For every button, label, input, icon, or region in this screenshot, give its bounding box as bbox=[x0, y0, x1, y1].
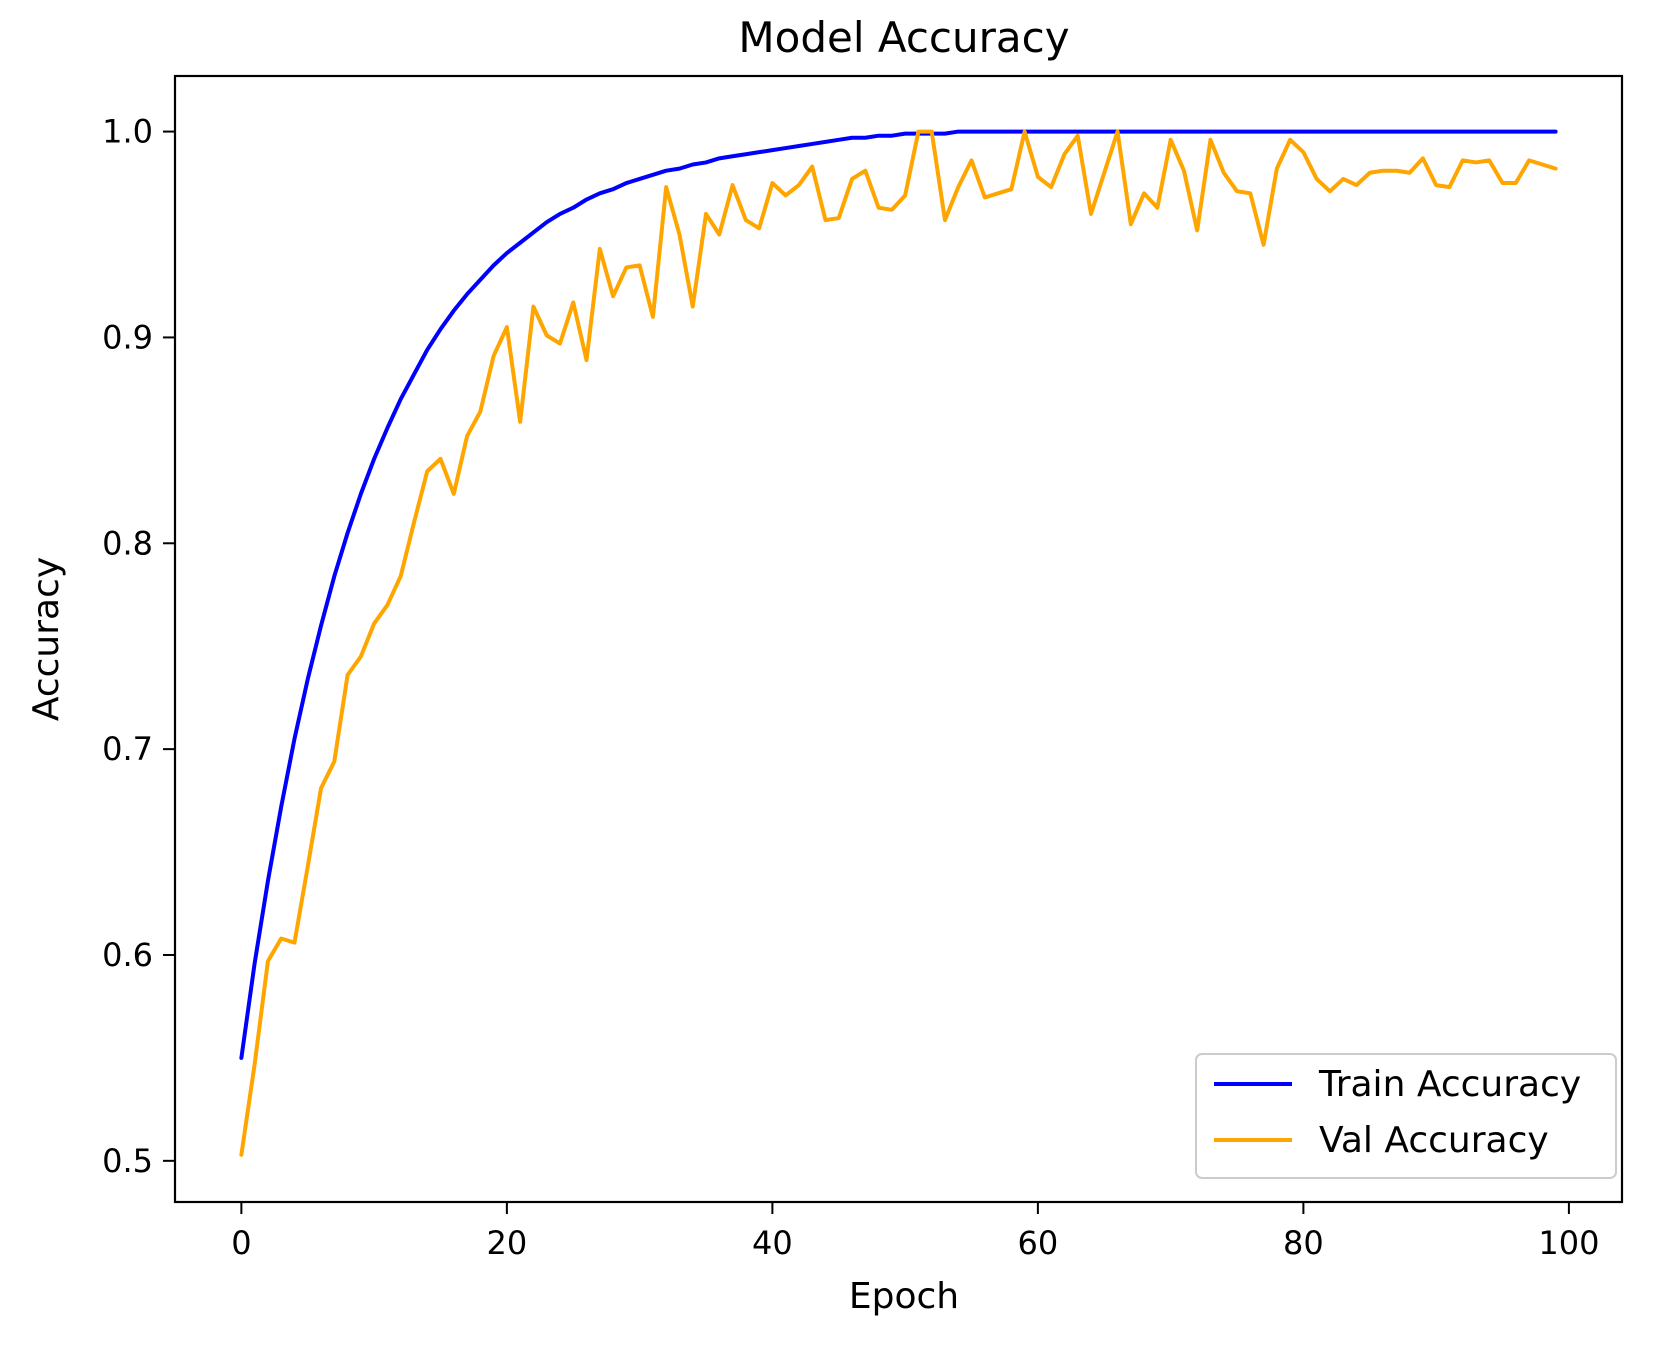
y-tick-label: 0.9 bbox=[102, 318, 153, 356]
y-tick-label: 0.6 bbox=[102, 936, 153, 974]
val-accuracy-line bbox=[239, 129, 1558, 1157]
plot-area bbox=[173, 74, 1624, 1204]
y-tick-label: 0.5 bbox=[102, 1142, 153, 1180]
y-axis-ticks: 0.5 0.6 0.7 0.8 0.9 1.0 bbox=[102, 113, 175, 1180]
train-accuracy-line bbox=[239, 129, 1558, 1060]
x-tick-label: 40 bbox=[752, 1224, 793, 1262]
y-tick-label: 0.7 bbox=[102, 730, 153, 768]
chart-title: Model Accuracy bbox=[738, 13, 1069, 62]
legend-frame bbox=[1195, 1053, 1617, 1179]
x-tick-label: 60 bbox=[1018, 1224, 1059, 1262]
y-tick-label: 0.8 bbox=[102, 524, 153, 562]
x-tick-label: 20 bbox=[487, 1224, 528, 1262]
legend: Train Accuracy Val Accuracy bbox=[1195, 1053, 1617, 1179]
x-tick-label: 100 bbox=[1538, 1224, 1599, 1262]
x-axis-ticks: 0 20 40 60 80 100 bbox=[231, 1202, 1599, 1262]
y-tick-label: 1.0 bbox=[102, 113, 153, 151]
legend-label-train: Train Accuracy bbox=[1318, 1064, 1581, 1105]
x-tick-label: 80 bbox=[1283, 1224, 1324, 1262]
x-tick-label: 0 bbox=[231, 1224, 251, 1262]
y-axis-label: Accuracy bbox=[26, 557, 67, 721]
data-lines bbox=[239, 129, 1558, 1157]
legend-label-val: Val Accuracy bbox=[1319, 1120, 1549, 1161]
x-axis-label: Epoch bbox=[849, 1276, 959, 1317]
